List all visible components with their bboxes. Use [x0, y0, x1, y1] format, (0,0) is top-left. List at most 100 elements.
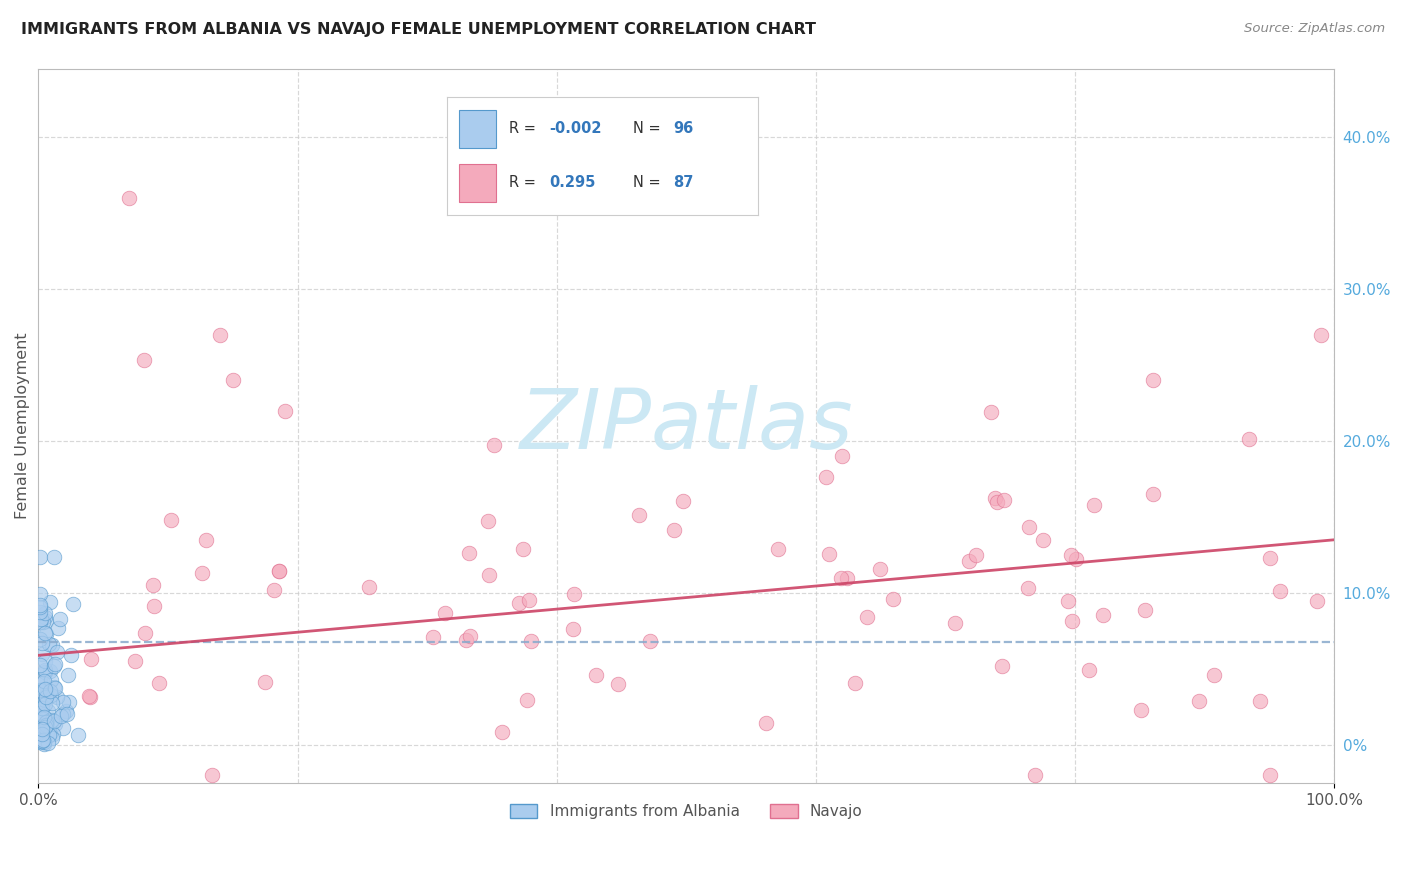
Point — [628, 508, 651, 522]
Point — [30, 683, 52, 698]
Point — [191, 566, 214, 580]
Point — [28, 715, 51, 730]
Point — [66, 727, 89, 741]
Point — [422, 630, 444, 644]
Point — [32, 615, 55, 630]
Point — [37, 714, 59, 729]
Point — [28, 599, 51, 614]
Point — [44, 717, 66, 731]
Point — [39, 684, 62, 698]
Point — [1310, 327, 1333, 342]
Point — [49, 612, 72, 626]
Point — [38, 637, 60, 651]
Point — [454, 632, 477, 647]
Point — [28, 632, 51, 647]
Point — [34, 715, 56, 730]
Point — [640, 633, 662, 648]
Point — [766, 541, 789, 556]
Point — [32, 737, 55, 751]
Point — [42, 658, 65, 673]
Point — [38, 664, 60, 678]
Point — [32, 675, 55, 690]
Point — [990, 659, 1012, 673]
Point — [755, 715, 778, 730]
Point — [34, 609, 56, 624]
Point — [79, 651, 101, 665]
Point — [34, 615, 56, 629]
Point — [32, 735, 55, 749]
Point — [52, 707, 75, 722]
Point — [34, 627, 56, 641]
Point — [31, 733, 53, 747]
Point — [37, 704, 59, 718]
Point — [195, 533, 218, 547]
Point — [31, 719, 53, 733]
Point — [1142, 487, 1164, 501]
Point — [517, 592, 540, 607]
Point — [28, 599, 51, 613]
Point — [46, 621, 69, 635]
Point — [39, 688, 62, 702]
Point — [267, 564, 290, 578]
Point — [41, 727, 63, 741]
Point — [32, 683, 55, 698]
Point — [1260, 551, 1282, 566]
Point — [49, 708, 72, 723]
Point — [28, 606, 51, 620]
Point — [957, 554, 980, 568]
Point — [1202, 667, 1225, 681]
Point — [39, 595, 62, 609]
Point — [34, 710, 56, 724]
Point — [980, 405, 1002, 419]
Point — [31, 701, 53, 715]
Point — [1188, 694, 1211, 708]
Point — [41, 731, 63, 746]
Point — [817, 547, 839, 561]
Point — [30, 710, 52, 724]
Point — [1306, 594, 1329, 608]
Point — [32, 734, 55, 748]
Point — [44, 681, 66, 695]
Point — [986, 495, 1008, 509]
Point — [42, 549, 65, 564]
Point — [31, 734, 53, 748]
Point — [561, 622, 583, 636]
Point — [844, 676, 866, 690]
Point — [39, 727, 62, 741]
Point — [56, 706, 79, 721]
Point — [58, 695, 80, 709]
Point — [34, 720, 56, 734]
Point — [263, 583, 285, 598]
Point — [1017, 581, 1039, 595]
Point — [28, 549, 51, 564]
Point — [1032, 533, 1054, 547]
Point — [35, 725, 58, 739]
Point — [35, 688, 58, 702]
Point — [118, 191, 141, 205]
Point — [28, 684, 51, 698]
Legend: Immigrants from Albania, Navajo: Immigrants from Albania, Navajo — [503, 798, 869, 825]
Point — [520, 634, 543, 648]
Point — [208, 327, 231, 342]
Point — [42, 680, 65, 694]
Point — [34, 711, 56, 725]
Point — [1060, 548, 1083, 562]
Point — [32, 732, 55, 747]
Point — [134, 625, 156, 640]
Point — [31, 713, 53, 727]
Point — [1268, 583, 1291, 598]
Point — [32, 725, 55, 739]
Point — [31, 636, 53, 650]
Point — [458, 630, 481, 644]
Point — [28, 673, 51, 687]
Point — [1018, 520, 1040, 534]
Point — [1056, 594, 1078, 608]
Point — [55, 704, 77, 718]
Point — [458, 546, 481, 560]
Point — [607, 676, 630, 690]
Point — [1237, 432, 1260, 446]
Point — [41, 696, 63, 710]
Point — [30, 706, 52, 720]
Point — [1024, 768, 1046, 782]
Point — [984, 491, 1007, 505]
